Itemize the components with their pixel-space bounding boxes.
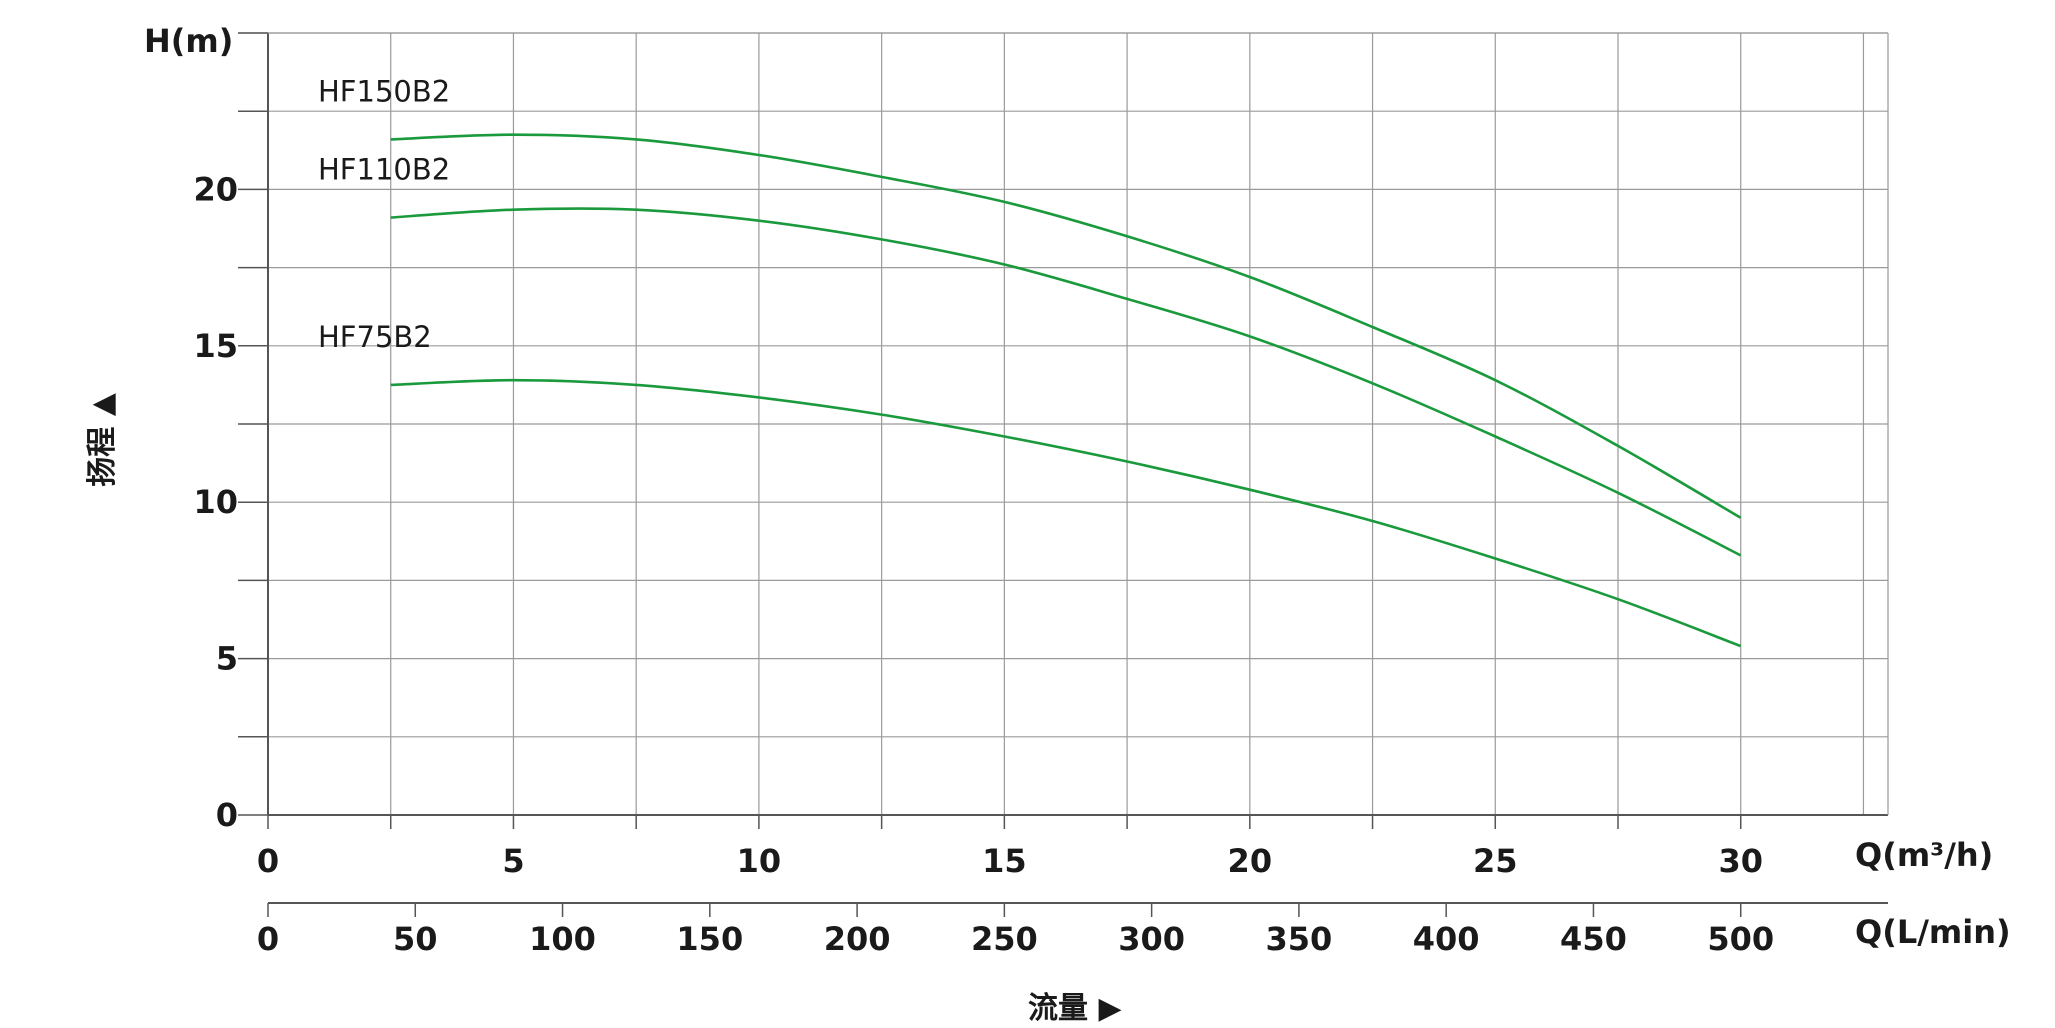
series-line-hf75b2	[390, 378, 1742, 648]
x2-tick-label: 250	[971, 920, 1038, 958]
x2-tick-label: 150	[676, 920, 743, 958]
grid	[268, 32, 1888, 815]
y-tick-label: 15	[193, 327, 238, 365]
series-line-hf150b2	[390, 133, 1742, 519]
x2-tick-labels: 0 50 100 150 200 250 300 350 400 450 500	[257, 920, 1774, 958]
y-axis-title: H(m)	[144, 22, 233, 60]
x2-tick-label: 0	[257, 920, 279, 958]
y-tick-labels: 0 5 10 15 20	[193, 170, 238, 834]
series-lines: HF150B2 HF110B2 HF75B2	[318, 74, 1742, 648]
bottom-flow-label: 流量 ▶	[1028, 991, 1122, 1026]
plot-frame	[238, 32, 1889, 917]
x2-tick-label: 500	[1707, 920, 1774, 958]
series-line-hf110b2	[390, 207, 1742, 557]
y-tick-label: 10	[193, 483, 238, 521]
series-label-hf150b2: HF150B2	[318, 74, 450, 108]
y-tick-label: 5	[216, 640, 238, 678]
x2-tick-label: 100	[529, 920, 596, 958]
x2-axis-title: Q(L/min)	[1855, 913, 2011, 951]
x-tick-labels: 0 5 10 15 20 25 30	[257, 842, 1763, 880]
x2-tick-label: 50	[393, 920, 438, 958]
x-tick-label: 10	[737, 842, 782, 880]
x-axis-title: Q(m³/h)	[1855, 836, 1993, 874]
x2-tick-label: 400	[1413, 920, 1480, 958]
x2-tick-label: 450	[1560, 920, 1627, 958]
x-tick-label: 0	[257, 842, 279, 880]
x-tick-label: 15	[982, 842, 1027, 880]
y-axis-side-label: 扬程 ▲	[85, 393, 120, 487]
x-tick-label: 5	[502, 842, 524, 880]
x-tick-label: 30	[1718, 842, 1763, 880]
x-tick-label: 25	[1473, 842, 1518, 880]
x-tick-label: 20	[1228, 842, 1273, 880]
series-label-hf75b2: HF75B2	[318, 320, 432, 354]
x2-tick-label: 300	[1118, 920, 1185, 958]
y-tick-label: 0	[216, 796, 238, 834]
series-label-hf110b2: HF110B2	[318, 153, 450, 187]
x2-tick-label: 200	[824, 920, 891, 958]
y-tick-label: 20	[193, 170, 238, 208]
x2-tick-label: 350	[1266, 920, 1333, 958]
